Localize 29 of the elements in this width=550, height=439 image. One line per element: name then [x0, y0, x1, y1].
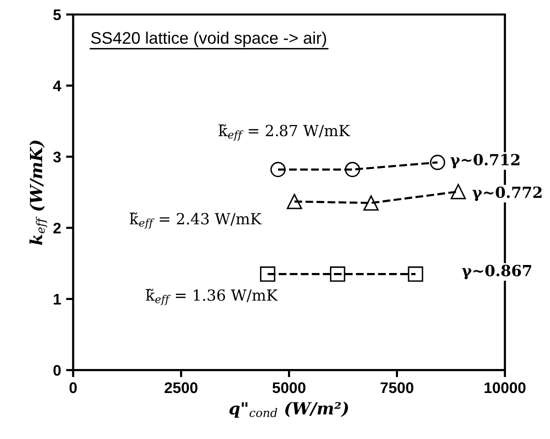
- text: SS420 lattice (void space -> air): [91, 32, 326, 48]
- point: [260, 266, 276, 282]
- point: [430, 154, 446, 170]
- point: [363, 195, 379, 211]
- point: [330, 266, 346, 282]
- x-tick-label: 2500: [164, 382, 198, 394]
- annotation: γ~0.772: [472, 186, 542, 202]
- point: [344, 162, 360, 178]
- annotation: k̃$_{eff}$ = 2.43 W/mK: [130, 212, 262, 229]
- x-axis-title: q"$_{cond}$ (W/m²): [229, 402, 348, 418]
- y-tick-label: 0: [53, 364, 61, 376]
- y-tick-label: 5: [53, 10, 61, 20]
- point: [408, 266, 424, 282]
- x-tick-label: 0: [70, 382, 77, 394]
- annotation: γ~0.712: [450, 154, 520, 168]
- y-tick-label: 4: [53, 80, 62, 92]
- point: [286, 194, 302, 210]
- x-tick-label: 10000: [484, 382, 526, 394]
- y-tick-label: 1: [54, 294, 61, 304]
- point: [450, 184, 466, 200]
- y-axis-title: k$_{eff}$ (W/mK): [29, 140, 48, 245]
- point: [270, 162, 286, 178]
- annotation: γ~0.867: [462, 264, 532, 280]
- annotation: k̃$_{eff}$ = 1.36 W/mK: [146, 288, 278, 306]
- annotation: k̃$_{eff}$ = 2.87 W/mK: [218, 124, 350, 141]
- y-tick-label: 3: [53, 152, 61, 162]
- x-tick-label: 7500: [380, 382, 414, 394]
- x-tick-label: 5000: [272, 382, 306, 394]
- y-tick-label: 2: [53, 222, 61, 234]
